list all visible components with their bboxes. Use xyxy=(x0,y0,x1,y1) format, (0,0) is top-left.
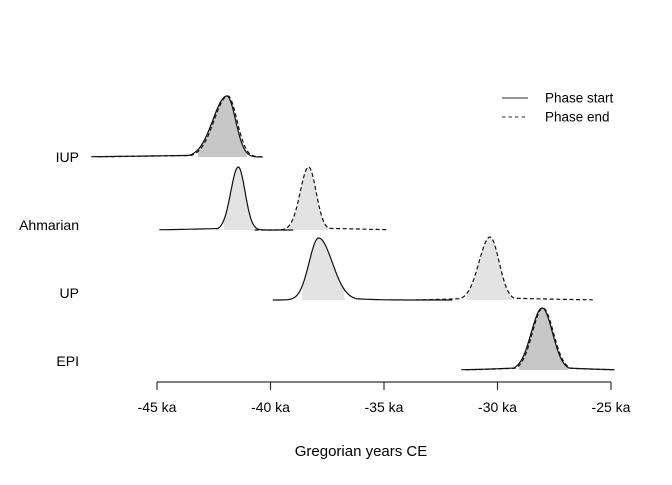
legend-label-phase-end: Phase end xyxy=(545,110,610,125)
density-curve-iup-end xyxy=(98,95,264,158)
x-tick-label--40: -40 ka xyxy=(251,399,290,415)
x-tick-label--45: -45 ka xyxy=(138,399,177,415)
density-fill-up-end xyxy=(466,237,513,300)
density-curve-up-start xyxy=(272,237,453,301)
x-tick-label--35: -35 ka xyxy=(365,399,404,415)
density-curve-up-end xyxy=(415,236,593,301)
density-curve-ahmarian-end xyxy=(254,166,387,231)
x-tick-label--30: -30 ka xyxy=(478,399,517,415)
density-fill-up-start xyxy=(302,238,345,300)
density-curve-epi-end xyxy=(465,307,616,371)
x-tick-label--25: -25 ka xyxy=(592,399,631,415)
row-label-iup: IUP xyxy=(56,149,79,165)
row-label-up: UP xyxy=(60,285,79,301)
density-fill-iup-start xyxy=(197,96,247,157)
density-fill-epi-start xyxy=(519,308,568,370)
row-label-epi: EPI xyxy=(56,353,79,369)
x-axis-title: Gregorian years CE xyxy=(295,443,428,460)
row-label-ahmarian: Ahmarian xyxy=(19,217,79,233)
legend-label-phase-start: Phase start xyxy=(545,91,614,106)
density-fill-ahmarian-end xyxy=(288,167,329,230)
density-fill-ahmarian-start xyxy=(224,167,254,230)
